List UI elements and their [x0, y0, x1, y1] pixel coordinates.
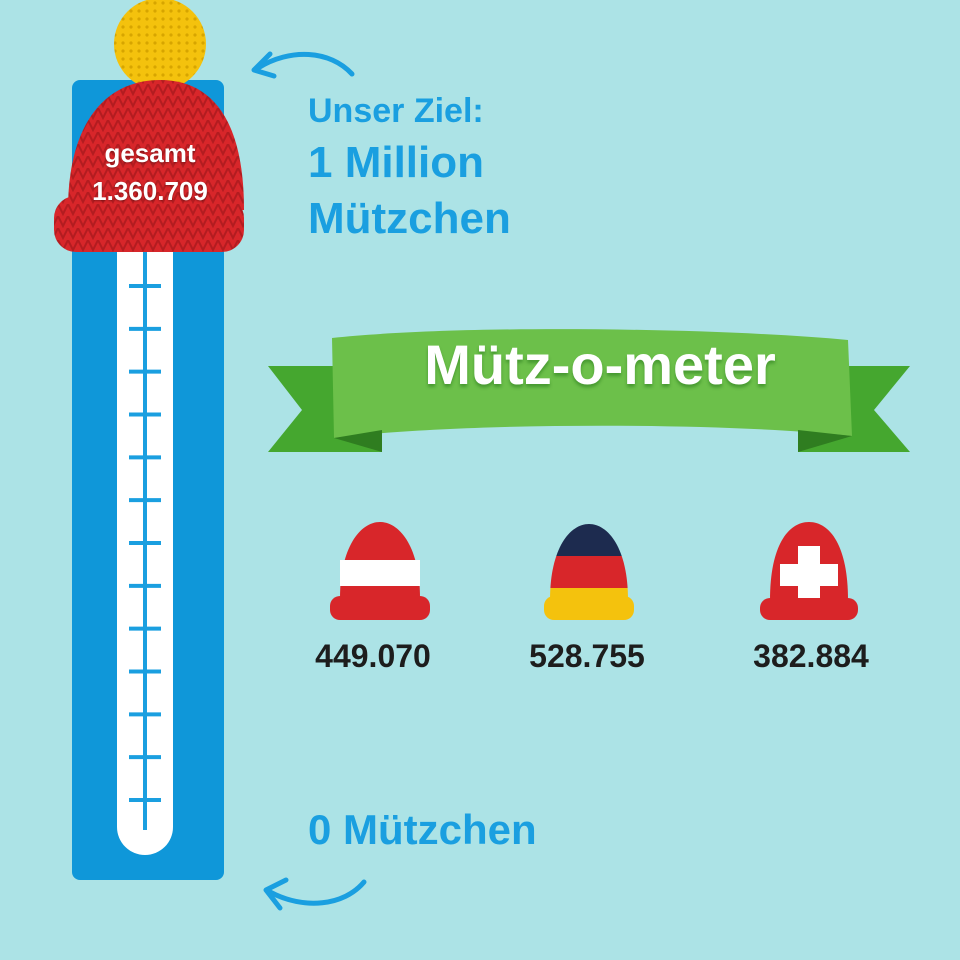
- zero-label: 0 Mützchen: [308, 806, 537, 853]
- germany-count: 528.755: [529, 638, 645, 674]
- arrow-left-bottom-icon: [263, 877, 367, 911]
- switzerland-count: 382.884: [753, 638, 869, 674]
- total-label: gesamt: [104, 138, 196, 168]
- scale-ticks: [129, 284, 161, 802]
- hat-crown: [68, 80, 244, 210]
- total-value: 1.360.709: [92, 176, 208, 206]
- green-ribbon-banner: [268, 329, 910, 452]
- arrow-left-top-icon: [251, 51, 355, 79]
- goal-line-3: Mützchen: [308, 194, 511, 243]
- switzerland-hat-icon: [760, 522, 858, 620]
- hat-brim: [54, 196, 244, 252]
- austria-hat-icon: [330, 522, 430, 620]
- red-knitted-hat-icon: [54, 0, 244, 252]
- pompom: [114, 0, 206, 90]
- goal-line-2: 1 Million: [308, 138, 484, 187]
- ribbon-main: [332, 329, 852, 438]
- germany-hat-icon: [544, 524, 634, 620]
- thermometer-scale: [129, 250, 161, 830]
- goal-line-1: Unser Ziel:: [308, 92, 484, 130]
- austria-count: 449.070: [315, 638, 431, 674]
- banner-title: Mütz-o-meter: [424, 333, 776, 396]
